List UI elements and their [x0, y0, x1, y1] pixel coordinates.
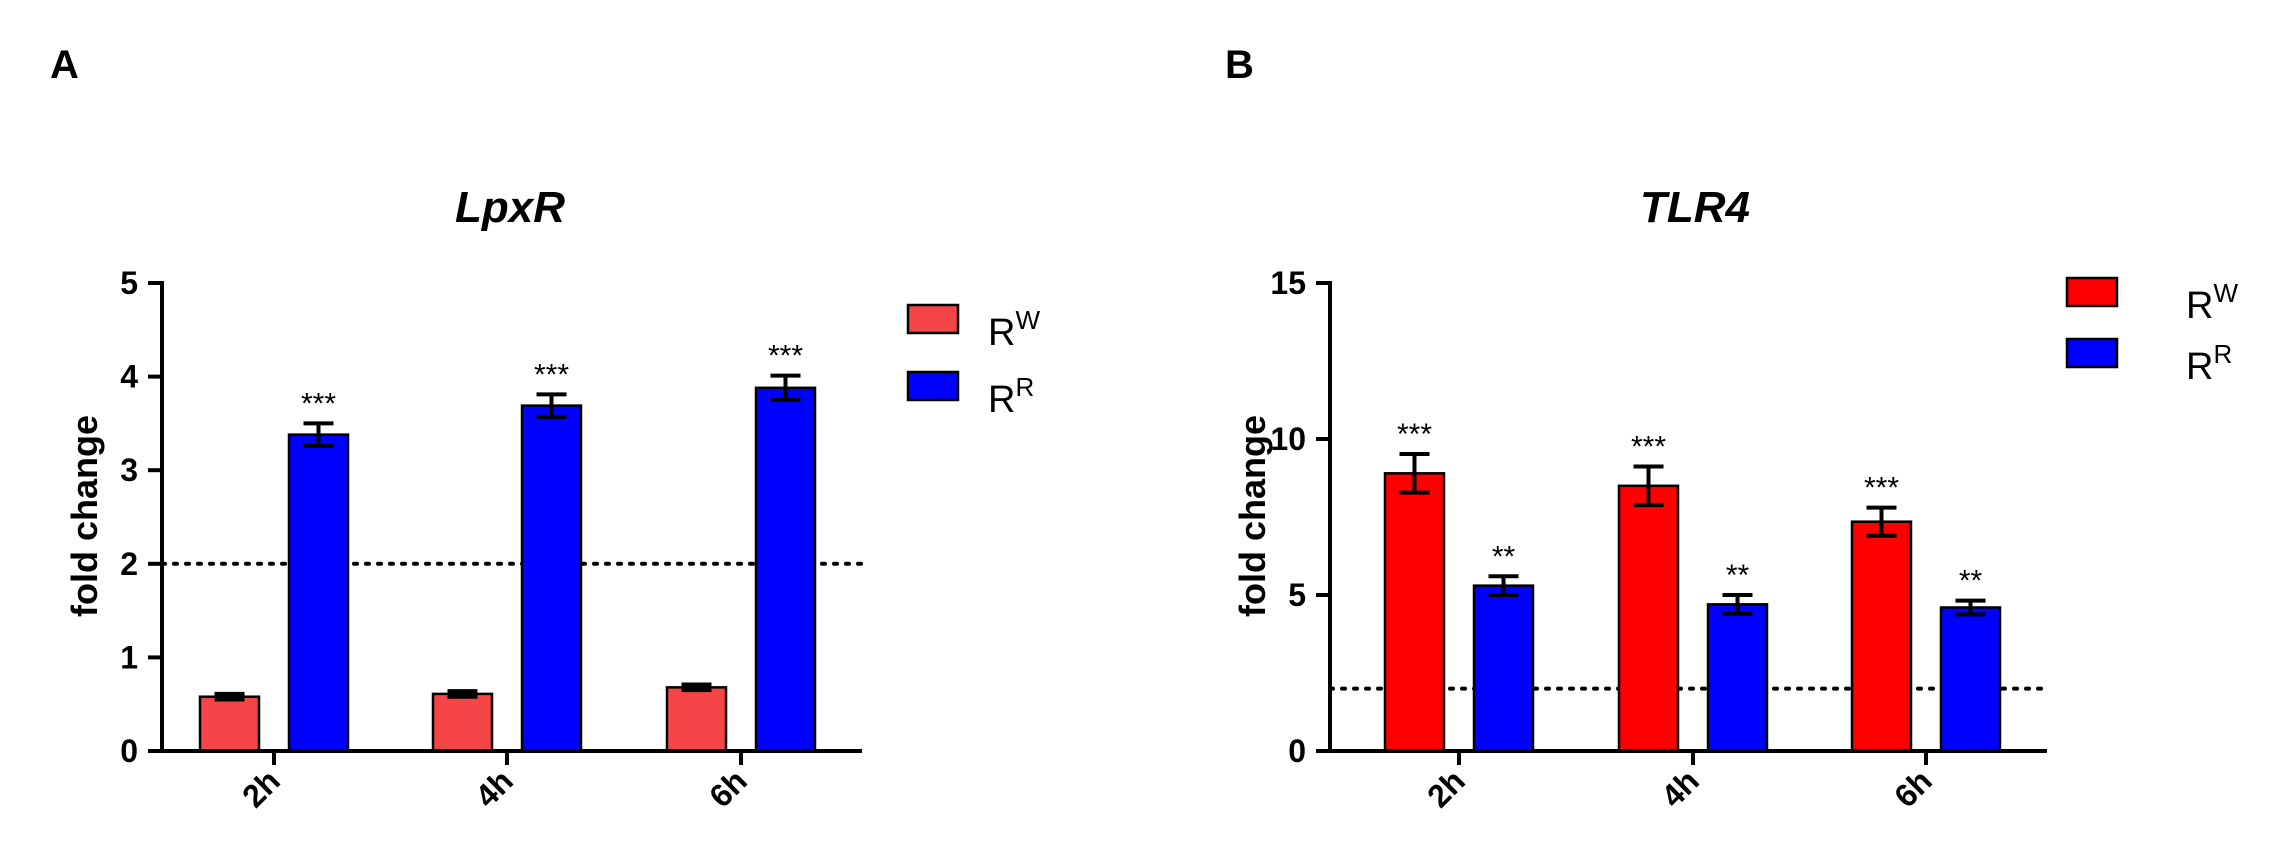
panel-a-legend-swatch [906, 303, 960, 335]
panel-b-bars: *************** [1328, 418, 2049, 753]
panel-b-y-ticks: 0 5 10 15 [1270, 265, 1330, 769]
panel-a-bar-4h-series-0 [431, 692, 494, 753]
panel-b-y-tick-label: 15 [1270, 265, 1306, 301]
panel-a-legend-label: RW [988, 305, 1040, 354]
panel-a-legend-label: RR [988, 372, 1034, 421]
panel-a-bar-2h-series-1 [287, 433, 350, 753]
panel-b-legend-swatch [2065, 276, 2119, 308]
panel-a-y-tick-label: 3 [120, 452, 138, 488]
panel-b-significance-label: ** [1492, 540, 1516, 573]
panel-a-y-axis-label: fold change [64, 415, 105, 617]
panel-b-y-tick-label: 0 [1288, 733, 1306, 769]
panel-b-y-axis-label: fold change [1232, 415, 1273, 617]
panel-b-title: TLR4 [1640, 183, 1750, 232]
panel-a-legend: RW RR [906, 303, 1040, 421]
panel-a-y-tick-label: 2 [120, 546, 138, 582]
panel-b-y-tick-label: 10 [1270, 421, 1306, 457]
panel-b-legend-label: RW [2186, 278, 2238, 327]
panel-b-bar-2h-series-0 [1383, 472, 1446, 753]
panel-a-y-ticks: 0 1 2 3 4 5 [120, 265, 162, 769]
panel-b-significance-label: *** [1864, 472, 1899, 505]
panel-b-legend: RW RR [2065, 276, 2238, 388]
panel-a-x-tick-label: 4h [468, 762, 520, 814]
panel-a-bar-6h-series-0 [665, 686, 728, 753]
panel-a-bar-4h-series-1 [520, 404, 583, 753]
panel-b-significance-label: *** [1631, 430, 1666, 463]
panel-a-legend-swatch [906, 370, 960, 402]
panel-a-y-tick-label: 4 [120, 359, 138, 395]
panel-b-bar-2h-series-1 [1472, 584, 1535, 753]
panel-b-x-tick-label: 4h [1654, 762, 1706, 814]
panel-b-legend-label: RR [2186, 339, 2232, 388]
panel-b-legend-swatch [2065, 337, 2119, 369]
panel-a-bar-2h-series-0 [198, 695, 261, 753]
panel-a-significance-label: *** [534, 358, 569, 391]
panel-b-x-tick-label: 2h [1420, 762, 1472, 814]
panel-a-title: LpxR [455, 183, 565, 232]
panel-a-bar-6h-series-1 [754, 386, 817, 753]
panel-a-bars: *** *** *** [160, 340, 864, 753]
panel-b-bar-6h-series-0 [1850, 520, 1913, 753]
panel-a-y-tick-label: 1 [120, 639, 138, 675]
panel-b-bar-4h-series-0 [1617, 484, 1680, 753]
panel-b-bar-4h-series-1 [1706, 603, 1769, 753]
panel-a-category-labels: 2h 4h 6h [235, 751, 754, 814]
panel-b-significance-label: ** [1726, 559, 1750, 592]
panel-b-significance-label: *** [1397, 418, 1432, 451]
panel-a-x-tick-label: 6h [702, 762, 754, 814]
panel-b-label: B [1225, 43, 1254, 87]
panel-a-significance-label: *** [768, 340, 803, 373]
panel-a-y-tick-label: 5 [120, 265, 138, 301]
panel-a-label: A [50, 43, 79, 87]
panel-a-x-tick-label: 2h [235, 762, 287, 814]
panel-b-significance-label: ** [1959, 565, 1983, 598]
panel-a-significance-label: *** [301, 387, 336, 420]
panel-b-category-labels: 2h 4h 6h [1420, 751, 1939, 814]
panel-b-y-tick-label: 5 [1288, 577, 1306, 613]
panel-a: A LpxR fold change 0 1 2 3 4 5 *** *** *** 2h 4h… [50, 43, 1040, 814]
panel-a-axes [160, 281, 862, 753]
panel-b-x-tick-label: 6h [1887, 762, 1939, 814]
panel-a-y-tick-label: 0 [120, 733, 138, 769]
panel-b-bar-6h-series-1 [1939, 606, 2002, 753]
